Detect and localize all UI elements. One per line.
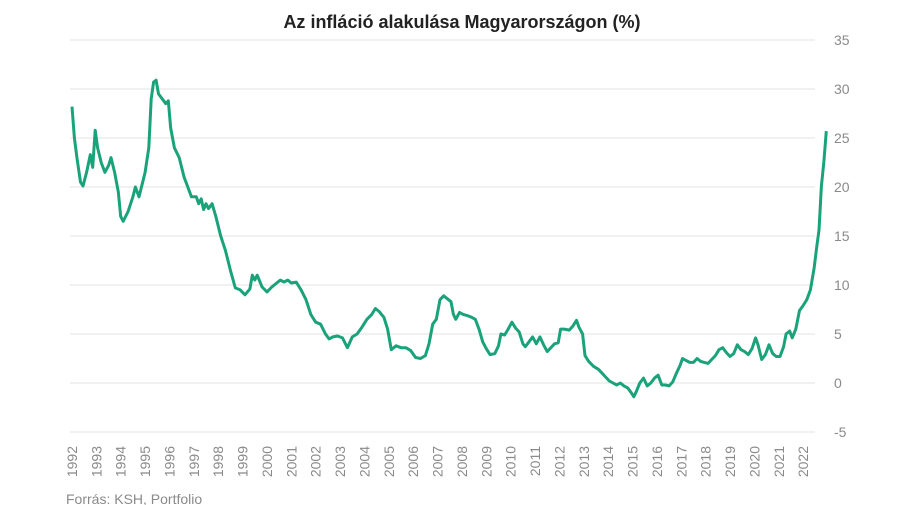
y-tick-label: 10: [834, 277, 850, 293]
x-tick-label: 2008: [454, 446, 470, 477]
x-tick-label: 2018: [698, 446, 714, 477]
x-tick-label: 1998: [210, 446, 226, 477]
x-tick-label: 2003: [332, 446, 348, 477]
x-tick-label: 2019: [722, 446, 738, 477]
line: [70, 78, 828, 399]
x-tick-label: 2015: [625, 446, 641, 477]
x-tick-label: 2022: [795, 446, 811, 477]
y-tick-label: 25: [834, 130, 850, 146]
y-tick-label: 15: [834, 228, 850, 244]
x-tick-label: 2005: [381, 446, 397, 477]
x-tick-label: 1992: [64, 446, 80, 477]
x-tick-label: 2016: [649, 446, 665, 477]
chart-title: Az infláció alakulása Magyarországon (%): [283, 12, 640, 32]
y-tick-label: 30: [834, 81, 850, 97]
x-tick-label: 2006: [405, 446, 421, 477]
x-tick-label: 1999: [235, 446, 251, 477]
x-tick-label: 2021: [771, 446, 787, 477]
y-tick-label: 20: [834, 179, 850, 195]
x-tick-label: 2004: [356, 446, 372, 477]
x-tick-label: 1993: [88, 446, 104, 477]
x-tick-label: 2007: [430, 446, 446, 477]
x-tick-label: 2000: [259, 446, 275, 477]
x-tick-label: 2001: [283, 446, 299, 477]
x-tick-label: 2013: [576, 446, 592, 477]
x-tick-label: 2020: [746, 446, 762, 477]
x-tick-label: 2014: [600, 446, 616, 477]
x-tick-label: 1994: [113, 446, 129, 477]
source: Forrás: KSH, Portfolio: [66, 491, 202, 505]
y-tick-label: -5: [834, 424, 847, 440]
x-tick-label: 2009: [478, 446, 494, 477]
x-tick-label: 2011: [527, 446, 543, 476]
y-tick-label: 35: [834, 32, 850, 48]
x-tick-label: 2012: [551, 446, 567, 477]
x-tick-label: 1996: [161, 446, 177, 477]
x-tick-label: 2002: [308, 446, 324, 477]
x-tick-label: 1995: [137, 446, 153, 477]
x-tick-label: 2017: [673, 446, 689, 477]
y-tick-label: 0: [834, 375, 842, 391]
x-tick-label: 2010: [503, 446, 519, 477]
y-tick-label: 5: [834, 326, 842, 342]
x-tick-label: 1997: [186, 446, 202, 477]
